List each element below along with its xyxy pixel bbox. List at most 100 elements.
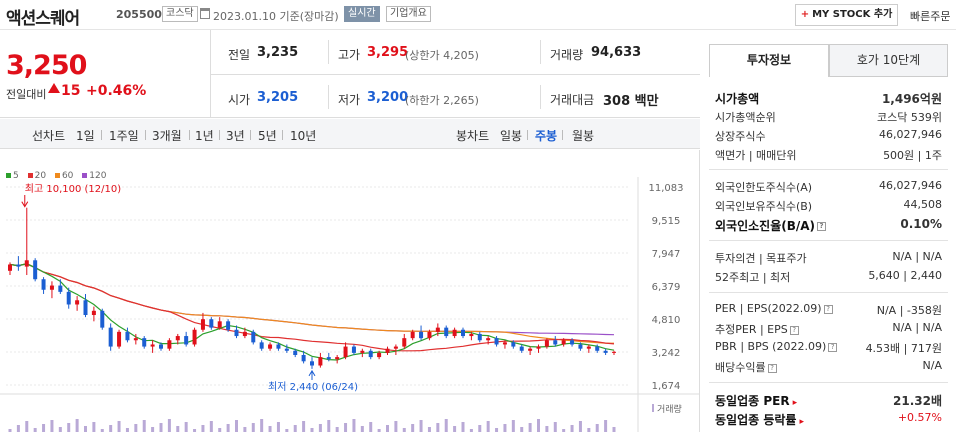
volume-bar bbox=[411, 424, 415, 432]
candle-body bbox=[544, 340, 549, 347]
help-icon[interactable]: ? bbox=[823, 304, 833, 314]
tab-invest-info[interactable]: 투자정보 bbox=[709, 44, 829, 77]
candle-body bbox=[75, 300, 80, 305]
volume-bar bbox=[302, 421, 306, 432]
dividend-value: N/A bbox=[922, 359, 942, 372]
divider bbox=[709, 292, 948, 293]
divider bbox=[540, 85, 541, 109]
separator bbox=[145, 130, 146, 140]
volume-bar bbox=[335, 427, 339, 432]
candle-body bbox=[8, 264, 12, 271]
tab-1w[interactable]: 1주일 bbox=[109, 129, 139, 143]
separator bbox=[527, 130, 528, 140]
candle-body bbox=[435, 327, 440, 332]
add-my-stock-button[interactable]: + MY STOCK 추가 bbox=[795, 4, 898, 26]
volume-bar bbox=[578, 421, 582, 432]
separator bbox=[101, 130, 102, 140]
volume-bar bbox=[75, 419, 79, 432]
upper-limit: (상한가 4,205) bbox=[405, 49, 479, 62]
candle-body bbox=[477, 333, 482, 341]
volume-bar bbox=[209, 421, 213, 432]
cap-rank-value: 코스닥 539위 bbox=[877, 111, 942, 124]
tab-hoga-10[interactable]: 호가 10단계 bbox=[829, 44, 948, 77]
quick-order-link[interactable]: 빠른주문 bbox=[910, 10, 951, 23]
tab-monthly[interactable]: 월봉 bbox=[572, 129, 595, 143]
par-value: 500원 | 1주 bbox=[883, 149, 942, 162]
help-icon[interactable]: ? bbox=[817, 222, 827, 231]
candle-body bbox=[259, 342, 264, 349]
candle-body bbox=[301, 354, 306, 362]
tab-10y[interactable]: 10년 bbox=[290, 129, 317, 143]
volume-bar bbox=[310, 428, 314, 432]
tab-1y[interactable]: 1년 bbox=[195, 129, 214, 143]
volume-bar bbox=[511, 420, 515, 432]
y-tick-label: 11,083 bbox=[649, 183, 684, 194]
candle-body bbox=[142, 338, 147, 347]
y-tick-label: 9,515 bbox=[652, 216, 681, 227]
dividend-label: 배당수익률 bbox=[715, 361, 766, 374]
candle-body bbox=[167, 340, 172, 349]
tab-1d[interactable]: 1일 bbox=[76, 129, 95, 143]
sector-rate-row: 동일업종 등락률 ▸ +0.57% bbox=[709, 408, 948, 428]
volume-bar bbox=[293, 425, 297, 432]
help-icon[interactable]: ? bbox=[828, 342, 838, 352]
candle-body bbox=[502, 342, 507, 345]
up-triangle-icon bbox=[48, 83, 60, 93]
realtime-button[interactable]: 실시간 bbox=[344, 6, 380, 22]
volume-legend-swatch bbox=[652, 404, 654, 412]
tab-5y[interactable]: 5년 bbox=[258, 129, 277, 143]
market-cap-label: 시가총액 bbox=[715, 92, 760, 106]
volume-bar bbox=[386, 425, 389, 432]
company-overview-button[interactable]: 기업개요 bbox=[386, 6, 431, 22]
divider bbox=[709, 240, 948, 241]
divider bbox=[709, 169, 948, 170]
cap-rank-row: 시가총액순위 코스닥 539위 bbox=[709, 106, 948, 126]
par-row: 액면가 | 매매단위 500원 | 1주 bbox=[709, 144, 948, 164]
pbr-label: PBR | BPS (2022.09) bbox=[715, 340, 827, 353]
volume-bar bbox=[469, 429, 473, 432]
candle-body bbox=[268, 344, 273, 349]
candle-body bbox=[335, 357, 340, 360]
tab-3m[interactable]: 3개월 bbox=[152, 129, 182, 143]
stock-name: 액션스퀘어 bbox=[6, 9, 80, 29]
candle-body bbox=[410, 331, 415, 339]
candle-body bbox=[192, 329, 197, 345]
volume-bar bbox=[495, 428, 499, 432]
low-value: 3,200 bbox=[367, 90, 409, 105]
min-arrow-head bbox=[308, 369, 316, 377]
y-tick-label: 7,947 bbox=[652, 249, 681, 260]
prev-close-label: 전일 bbox=[228, 48, 251, 62]
stock-chart[interactable]: 5 20 60 120 11,083 9,515 7,947 6,379 4,810 3,… bbox=[0, 150, 700, 432]
volume-bar bbox=[167, 419, 171, 432]
candle-body bbox=[419, 331, 424, 339]
candle-body bbox=[603, 350, 608, 353]
per-label-wrap: PER | EPS(2022.09)? bbox=[715, 302, 833, 315]
help-icon[interactable]: ? bbox=[789, 325, 799, 335]
foreign-hold-label: 외국인보유주식수(B) bbox=[715, 200, 813, 213]
help-icon[interactable]: ? bbox=[767, 363, 777, 373]
volume-legend-label: 거래량 bbox=[657, 403, 682, 415]
tab-weekly[interactable]: 주봉 bbox=[535, 129, 558, 143]
candle-body bbox=[293, 350, 298, 355]
candle-body bbox=[586, 346, 591, 349]
volume-value: 94,633 bbox=[591, 45, 642, 60]
week52-label: 52주최고 | 최저 bbox=[715, 271, 791, 284]
candle-body bbox=[351, 346, 356, 353]
candle-body bbox=[100, 310, 105, 328]
volume-bar bbox=[125, 428, 129, 432]
candle-body bbox=[66, 291, 71, 305]
price-summary: 3,250 전일대비 15 +0.46% 전일 3,235 고가 3,295 (… bbox=[0, 30, 700, 118]
volume-bar bbox=[427, 427, 431, 432]
candle-body bbox=[494, 338, 499, 345]
divider bbox=[328, 40, 329, 64]
candle-body bbox=[360, 350, 365, 353]
volume-bar bbox=[260, 419, 264, 432]
volume-bar bbox=[486, 421, 490, 432]
per-row: PER | EPS(2022.09)? N/A | -358원 bbox=[709, 299, 948, 319]
candle-body bbox=[83, 300, 88, 316]
dividend-row: 배당수익률? N/A bbox=[709, 356, 948, 376]
tab-daily[interactable]: 일봉 bbox=[500, 129, 523, 143]
tab-3y[interactable]: 3년 bbox=[226, 129, 245, 143]
divider bbox=[709, 382, 948, 383]
volume-bar bbox=[42, 424, 46, 432]
